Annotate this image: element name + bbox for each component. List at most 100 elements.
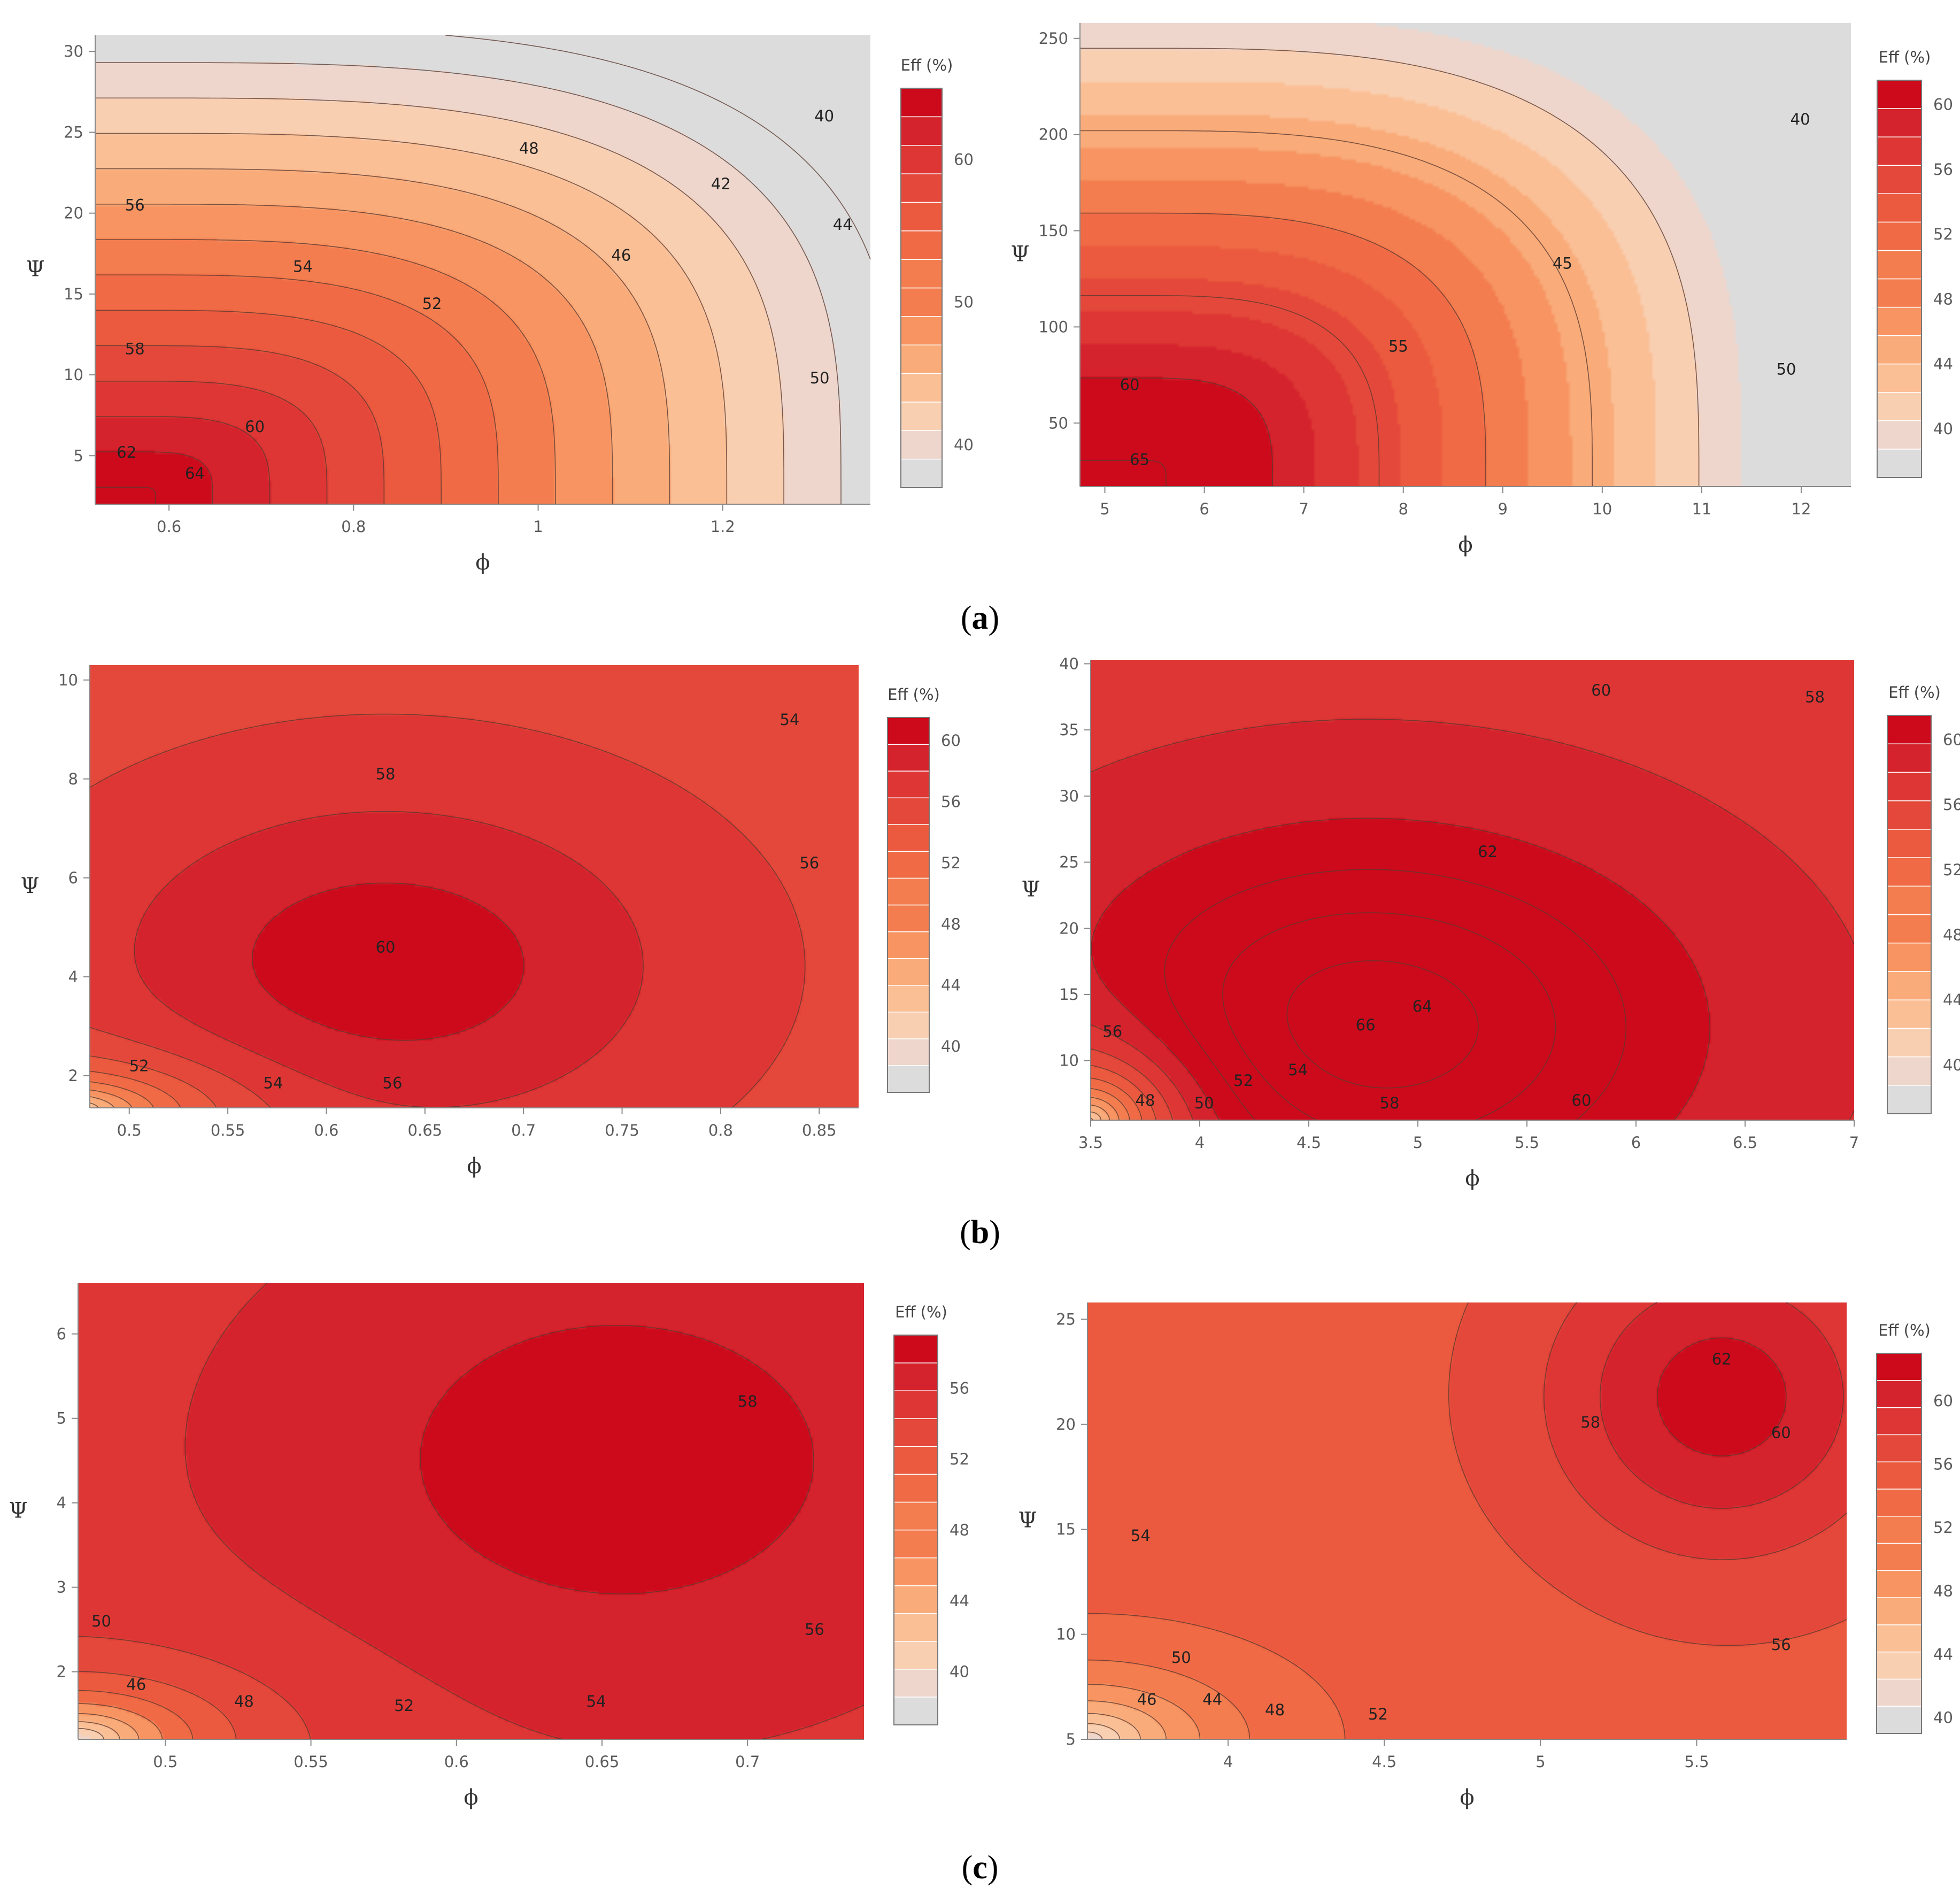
x-tick-label: 7: [1849, 1134, 1859, 1152]
colorbar-segment: [893, 1613, 938, 1642]
colorbar-segment: [893, 1669, 938, 1698]
contour-line-38: [445, 35, 871, 260]
contour-line-54: [1090, 1065, 1157, 1121]
x-tick-label: 0.6: [444, 1753, 469, 1771]
y-tick-label: 5: [74, 446, 83, 465]
y-tick-label: 200: [1039, 126, 1068, 144]
contour-label: 56: [805, 1621, 824, 1639]
contour-label: 62: [117, 443, 136, 461]
colorbar-title: Eff (%): [1888, 683, 1941, 702]
x-tick-label: 0.65: [408, 1121, 443, 1139]
contour-label: 54: [1288, 1061, 1308, 1079]
y-tick-label: 25: [64, 123, 83, 141]
x-tick-label: 0.7: [511, 1121, 536, 1139]
contour-fill: [78, 1283, 864, 1739]
y-tick-label: 5: [57, 1409, 66, 1428]
colorbar-tick-label: 52: [1943, 861, 1960, 879]
y-tick-label: 40: [1059, 654, 1079, 673]
colorbar-tick-label: 56: [941, 792, 961, 811]
charts-layer: 0.6 0.8 1 1.251015202530ϕΨ40424446485052545…: [9, 23, 1960, 1810]
colorbar-segment: [1887, 715, 1932, 744]
colorbar-segment: [900, 202, 943, 232]
contour-line-48: [78, 1703, 163, 1740]
contour-line-50: [1080, 212, 1486, 487]
colorbar-segment: [887, 1012, 930, 1039]
x-tick-label: 4.5: [1297, 1134, 1321, 1152]
colorbar-segment: [900, 230, 943, 260]
colorbar-tick-label: 52: [1933, 225, 1953, 243]
colorbar-segment: [900, 373, 943, 403]
colorbar-tick-label: 40: [954, 436, 974, 454]
colorbar-segment: [1887, 800, 1932, 830]
x-tick-label: 5: [1535, 1753, 1545, 1771]
colorbar-segment: [893, 1418, 938, 1447]
contour-label: 60: [1771, 1424, 1791, 1442]
contour-line-58: [420, 1325, 814, 1594]
colorbar-tick-label: 56: [1933, 160, 1953, 179]
y-tick-label: 150: [1039, 222, 1068, 240]
colorbar-tick-label: 60: [954, 150, 974, 168]
colorbar-segment: [900, 259, 943, 289]
contour-line-42: [1087, 1731, 1103, 1740]
contour-label: 55: [1388, 337, 1408, 355]
colorbar-title: Eff (%): [895, 1303, 947, 1321]
x-tick-label: 4: [1195, 1134, 1205, 1152]
colorbar-segment: [1887, 999, 1932, 1029]
x-tick-label: 5.5: [1684, 1753, 1709, 1771]
contour-label: 52: [422, 295, 442, 313]
colorbar-tick-label: 48: [1933, 290, 1953, 308]
colorbar-segment: [887, 984, 930, 1013]
contour-label: 40: [1791, 110, 1810, 128]
colorbar-title: Eff (%): [1879, 48, 1931, 66]
colorbar-segment: [893, 1474, 938, 1503]
contour-line-54: [95, 310, 442, 504]
colorbar-segment: [1877, 392, 1922, 421]
y-tick-label: 3: [57, 1578, 66, 1597]
colorbar-tick-label: 60: [1933, 1392, 1953, 1410]
y-tick-label: 2: [68, 1067, 78, 1085]
colorbar-tick-label: 56: [1943, 796, 1960, 814]
contour-line-54: [1087, 1613, 1346, 1740]
contour-label: 56: [1102, 1022, 1122, 1040]
contour-label: 48: [234, 1692, 254, 1710]
contour-line-62: [1657, 1337, 1787, 1456]
y-tick-label: 10: [1059, 1052, 1079, 1070]
panel-label-a: (a): [961, 600, 999, 636]
colorbar-segment: [1876, 1434, 1922, 1462]
contour-label: 58: [376, 765, 396, 783]
colorbar-frame: [893, 1335, 938, 1725]
colorbar-title: Eff (%): [901, 56, 953, 74]
contour-chart-a-right: 5 6 7 8 9 10 11 1250100150200250ϕΨ4045505560654…: [1010, 23, 1953, 557]
y-tick-label: 2: [57, 1663, 66, 1681]
contour-line-58: [1090, 719, 1855, 1121]
x-tick-label: 6: [1199, 500, 1209, 518]
colorbar: 40 44 48 52 56 60 Eff (%): [1887, 683, 1960, 1114]
y-tick-label: 6: [68, 869, 78, 887]
x-tick-label: 0.55: [294, 1753, 328, 1771]
contour-label: 58: [125, 340, 145, 358]
y-tick-label: 20: [1056, 1415, 1076, 1433]
colorbar-tick-label: 40: [1943, 1056, 1960, 1074]
colorbar-tick-label: 50: [954, 293, 974, 311]
colorbar-segment: [1877, 449, 1922, 478]
x-tick-label: 10: [1592, 500, 1612, 518]
colorbar-segment: [893, 1529, 938, 1559]
colorbar-segment: [887, 1065, 930, 1093]
colorbar-segment: [900, 173, 943, 203]
contour-line-46: [78, 1713, 140, 1740]
colorbar-segment: [887, 1038, 930, 1066]
colorbar: 40 50 60 Eff (%): [900, 56, 974, 488]
colorbar-segment: [1877, 193, 1922, 223]
contour-line-50: [95, 239, 556, 504]
contour-line-44: [1090, 1111, 1102, 1121]
contour-label: 52: [394, 1697, 414, 1715]
colorbar-segment: [1876, 1570, 1922, 1598]
contour-line-60: [252, 882, 524, 1041]
panel-label-c: (c): [962, 1849, 999, 1886]
colorbar-segment: [1877, 306, 1922, 336]
colorbar-segment: [893, 1390, 938, 1419]
colorbar-segment: [1877, 136, 1922, 166]
contour-line-42: [78, 1728, 104, 1740]
